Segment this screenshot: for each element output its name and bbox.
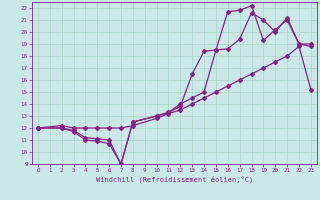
X-axis label: Windchill (Refroidissement éolien,°C): Windchill (Refroidissement éolien,°C)	[96, 176, 253, 183]
